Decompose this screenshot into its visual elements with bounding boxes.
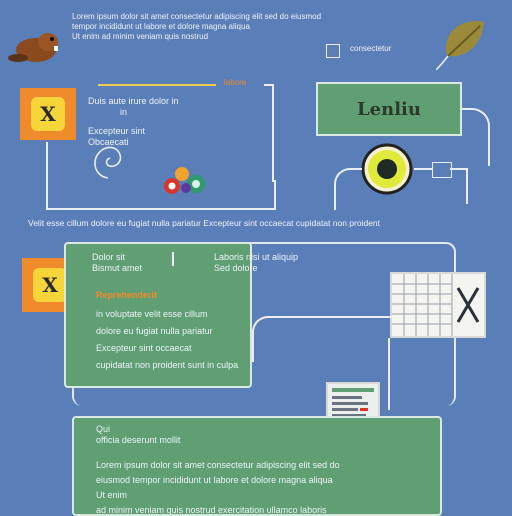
connector-top-left-drop [46,142,48,182]
tile-glyph-top: X [31,97,65,131]
bottom-subheading: officia deserunt mollit [96,435,181,445]
connector-button-right [462,108,490,166]
corner-box[interactable] [432,162,452,178]
app-tile-top[interactable]: X [20,88,76,140]
bottom-line-3: Ut enim [96,490,128,500]
header: Lorem ipsum dolor sit amet consectetur a… [72,12,412,42]
bottom-line-1: Lorem ipsum dolor sit amet consectetur a… [96,460,340,470]
middle-title-left-2: Bismut amet [92,263,143,273]
middle-heading: Reprehenderit [96,290,158,300]
top-left-line-3: Excepteur sint [88,126,146,136]
connector-right-side [414,168,432,170]
connector-bottom-loop [46,180,276,210]
checkbox-square[interactable] [326,44,340,58]
swirl-icon [86,138,130,182]
connector-top [98,84,216,86]
header-line-2: tempor incididunt ut labore et dolore ma… [72,22,250,31]
connector-spreadsheet [252,316,392,362]
middle-panel-titles: Dolor sit Bismut amet Laboris nisi ut al… [92,252,382,274]
beaver-icon [8,24,66,66]
primary-button[interactable]: Lenliu [316,82,462,136]
primary-button-label: Lenliu [357,98,421,120]
middle-line-2: dolore eu fugiat nulla pariatur [96,326,213,336]
header-line-3: Ut enim ad minim veniam quis nostrud [72,32,209,41]
leaf-icon [435,12,492,72]
middle-panel-body: Reprehenderit in voluptate velit esse ci… [96,290,246,371]
top-left-line-2: in [120,107,128,117]
middle-line-3: Excepteur sint occaecat [96,343,192,353]
connector-top-right [264,84,274,182]
divider-text: Velit esse cillum dolore eu fugiat nulla… [28,218,381,228]
bottom-panel-body: Qui officia deserunt mollit Lorem ipsum … [96,424,432,516]
middle-line-4: cupidatat non proident sunt in culpa [96,360,239,370]
palette-icon [158,162,210,198]
spreadsheet-icon[interactable] [390,272,486,338]
bottom-line-2: eiusmod tempor incididunt ut labore et d… [96,475,333,485]
top-orange-label: labore [224,78,247,87]
middle-title-right: Laboris nisi ut aliquip [214,252,299,262]
bottom-line-4: ad minim veniam quis nostrud exercitatio… [96,505,327,515]
top-right-label: consectetur [350,44,392,53]
middle-title-left: Dolor sit [92,252,126,262]
top-left-line-1: Duis aute irure dolor in [88,96,179,106]
connector-spreadsheet-down [388,338,390,410]
bottom-heading: Qui [96,424,111,434]
header-line-1: Lorem ipsum dolor sit amet consectetur a… [72,12,322,21]
tile-glyph-middle: X [33,268,67,302]
middle-panel [64,242,252,388]
top-left-text: Duis aute irure dolor in in Excepteur si… [88,96,258,148]
connector-target [334,168,362,210]
middle-title-right-2: Sed dolore [214,263,258,273]
connector-right-down [450,168,468,204]
middle-line-1: in voluptate velit esse cillum [96,309,208,319]
target-icon[interactable] [360,142,414,196]
top-left-line-4: Obcaecati [88,137,129,147]
